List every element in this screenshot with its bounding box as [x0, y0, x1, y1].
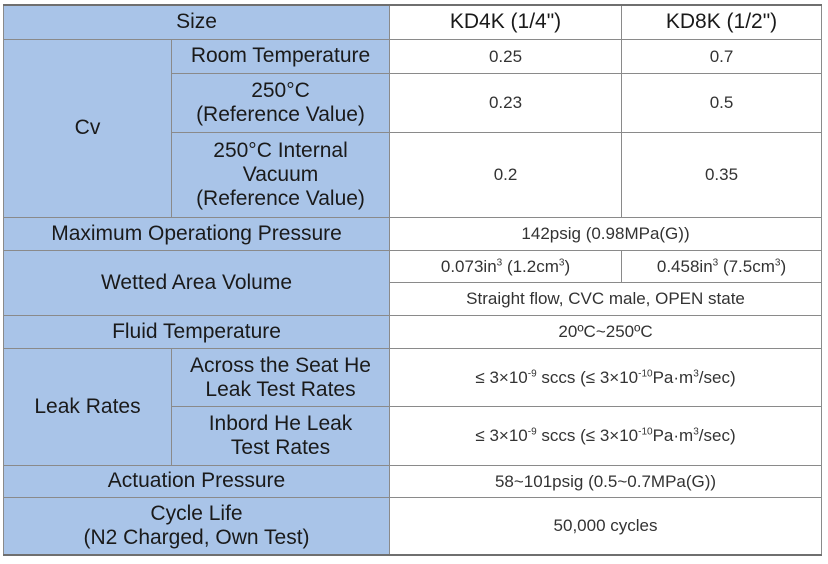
seat-leak-label-line2: Leak Test Rates	[205, 377, 356, 401]
cycle-label-line1: Cycle Life	[150, 501, 243, 525]
t250-label-line1: 250°C	[251, 79, 310, 103]
max-pressure-row: Maximum Operationg Pressure 142psig (0.9…	[2, 216, 823, 252]
cycle-label: Cycle Life (N2 Charged, Own Test)	[2, 497, 391, 557]
cycle-label-line2: (N2 Charged, Own Test)	[83, 526, 310, 549]
cv-room-kd4k: 0.25	[389, 38, 623, 74]
inbord-leak-value: ≤ 3×10-9 sccs (≤ 3×10-10Pa·m3/sec)	[389, 406, 823, 466]
wetted-row-2: Straight flow, CVC male, OPEN state	[4, 282, 823, 316]
actuation-value: 58~101psig (0.5~0.7MPa(G))	[389, 464, 823, 499]
t250-label: 250°C (Reference Value)	[170, 72, 391, 134]
wetted-kd8k: 0.458in3 (7.5cm3)	[621, 250, 823, 284]
wetted-row-1: Wetted Area Volume 0.073in3 (1.2cm3) 0.4…	[2, 250, 823, 316]
col-kd8k-header: KD8K (1/2")	[621, 3, 823, 40]
t250-label-line2: (Reference Value)	[196, 103, 365, 127]
wetted-label: Wetted Area Volume	[2, 250, 391, 316]
vacuum-label-line2: Vacuum	[242, 163, 319, 187]
size-header: Size	[2, 3, 391, 40]
vacuum-label-line3: (Reference Value)	[196, 187, 365, 211]
vacuum-label: 250°C Internal Vacuum (Reference Value)	[170, 132, 391, 218]
actuation-row: Actuation Pressure 58~101psig (0.5~0.7MP…	[2, 464, 823, 499]
cv-250-kd4k: 0.23	[389, 72, 623, 134]
header-row: Size KD4K (1/4") KD8K (1/2")	[2, 3, 823, 40]
leak-rates-label: Leak Rates	[3, 347, 172, 466]
max-pressure-label: Maximum Operationg Pressure	[2, 216, 391, 252]
cv-label: Cv	[3, 38, 172, 219]
spec-table: Size KD4K (1/4") KD8K (1/2") Cv Room Tem…	[2, 3, 823, 557]
inbord-leak-label-line2: Test Rates	[230, 436, 331, 460]
cv-vacuum-kd8k: 0.35	[621, 132, 823, 218]
inbord-leak-label: Inbord He Leak Test Rates	[170, 406, 391, 466]
seat-leak-label: Across the Seat He Leak Test Rates	[170, 347, 391, 408]
cv-room-row: Cv Room Temperature 0.25 0.7	[3, 38, 823, 219]
leak-seat-row: Leak Rates Across the Seat He Leak Test …	[3, 347, 823, 466]
col-kd4k-header: KD4K (1/4")	[389, 3, 623, 40]
seat-leak-value: ≤ 3×10-9 sccs (≤ 3×10-10Pa·m3/sec)	[389, 347, 823, 408]
vacuum-label-line1: 250°C Internal	[213, 138, 348, 162]
inbord-leak-label-line1: Inbord He Leak	[208, 411, 353, 435]
room-temp-label: Room Temperature	[170, 38, 391, 74]
wetted-kd4k: 0.073in3 (1.2cm3)	[389, 250, 623, 284]
max-pressure-value: 142psig (0.98MPa(G))	[389, 216, 823, 252]
cycle-value: 50,000 cycles	[389, 497, 823, 557]
leak-inbord-row: Inbord He Leak Test Rates ≤ 3×10-9 sccs …	[4, 406, 823, 466]
fluid-temp-value: 20ºC~250ºC	[389, 314, 823, 349]
wetted-note: Straight flow, CVC male, OPEN state	[389, 282, 823, 316]
actuation-label: Actuation Pressure	[2, 464, 391, 499]
seat-leak-label-line1: Across the Seat He	[190, 353, 371, 377]
cv-room-kd8k: 0.7	[621, 38, 823, 74]
cv-250-row: 250°C (Reference Value) 0.23 0.5	[4, 72, 823, 134]
cycle-row: Cycle Life (N2 Charged, Own Test) 50,000…	[2, 497, 823, 557]
fluid-temp-row: Fluid Temperature 20ºC~250ºC	[2, 314, 823, 349]
cv-250-kd8k: 0.5	[621, 72, 823, 134]
fluid-temp-label: Fluid Temperature	[2, 314, 391, 349]
cv-vacuum-row: 250°C Internal Vacuum (Reference Value) …	[4, 132, 823, 218]
cv-vacuum-kd4k: 0.2	[389, 132, 623, 218]
